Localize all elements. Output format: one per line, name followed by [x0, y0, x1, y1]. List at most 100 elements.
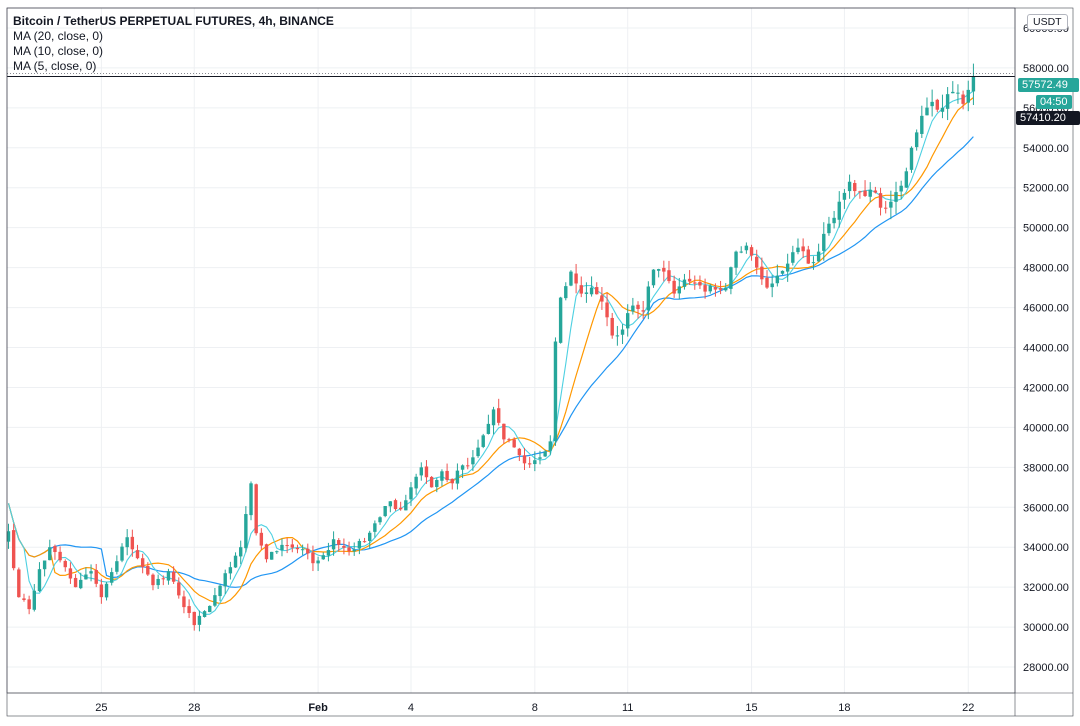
candle[interactable]: [63, 559, 67, 572]
candle[interactable]: [724, 283, 728, 292]
candle[interactable]: [564, 282, 568, 301]
candle[interactable]: [290, 538, 294, 553]
candle[interactable]: [182, 590, 186, 614]
candle[interactable]: [435, 478, 439, 493]
candle[interactable]: [445, 463, 449, 483]
candle[interactable]: [161, 575, 165, 586]
candle[interactable]: [749, 244, 754, 261]
candle[interactable]: [971, 63, 976, 106]
candle[interactable]: [295, 544, 300, 554]
candle[interactable]: [894, 181, 898, 214]
candle[interactable]: [610, 312, 614, 339]
candle[interactable]: [316, 556, 320, 571]
candle[interactable]: [213, 587, 217, 608]
candle[interactable]: [368, 530, 372, 549]
candle[interactable]: [17, 567, 21, 598]
candle[interactable]: [481, 433, 485, 449]
candle[interactable]: [718, 280, 723, 295]
candle[interactable]: [218, 584, 222, 602]
candle[interactable]: [863, 180, 867, 198]
candle[interactable]: [378, 516, 382, 525]
candle[interactable]: [404, 494, 408, 511]
candle[interactable]: [280, 538, 284, 557]
candle[interactable]: [780, 270, 785, 275]
candle[interactable]: [300, 544, 305, 556]
candle[interactable]: [765, 270, 769, 289]
candle[interactable]: [682, 273, 687, 290]
candle[interactable]: [744, 242, 749, 254]
candle[interactable]: [58, 546, 62, 563]
candle[interactable]: [208, 605, 212, 613]
candle[interactable]: [600, 287, 604, 310]
candle[interactable]: [342, 538, 346, 555]
candle[interactable]: [543, 449, 547, 458]
candle[interactable]: [264, 543, 269, 563]
candle[interactable]: [904, 167, 909, 188]
candle[interactable]: [858, 190, 862, 199]
candle[interactable]: [275, 550, 279, 555]
candle[interactable]: [899, 180, 903, 200]
candle[interactable]: [450, 478, 454, 490]
candle[interactable]: [223, 569, 227, 595]
candle[interactable]: [187, 599, 191, 619]
candle[interactable]: [698, 275, 702, 290]
candle[interactable]: [785, 253, 790, 282]
candle[interactable]: [311, 545, 315, 572]
candle[interactable]: [146, 562, 150, 577]
candle[interactable]: [6, 523, 11, 549]
candle[interactable]: [424, 460, 429, 484]
candle[interactable]: [755, 249, 759, 275]
candle[interactable]: [120, 543, 124, 563]
candle[interactable]: [646, 281, 651, 320]
candle[interactable]: [202, 610, 207, 618]
candle[interactable]: [388, 501, 393, 513]
ma10-series[interactable]: [7, 97, 974, 605]
candle[interactable]: [656, 268, 661, 278]
candle[interactable]: [254, 483, 258, 536]
candle[interactable]: [558, 296, 563, 344]
candle[interactable]: [259, 528, 264, 550]
candle[interactable]: [94, 563, 98, 588]
candle[interactable]: [620, 324, 625, 345]
candle[interactable]: [801, 238, 805, 259]
candle[interactable]: [306, 543, 310, 560]
candle[interactable]: [177, 577, 181, 599]
candle[interactable]: [842, 189, 847, 209]
candle[interactable]: [884, 201, 888, 214]
ma10-legend[interactable]: MA (10, close, 0): [13, 44, 104, 58]
candle[interactable]: [414, 473, 418, 495]
candle[interactable]: [507, 437, 511, 443]
candle[interactable]: [703, 278, 707, 299]
candle[interactable]: [166, 568, 171, 585]
candle[interactable]: [115, 555, 119, 575]
candle[interactable]: [89, 564, 93, 582]
candle[interactable]: [192, 611, 196, 631]
candle[interactable]: [822, 222, 826, 261]
candle[interactable]: [693, 275, 697, 290]
candle[interactable]: [940, 94, 945, 119]
candle[interactable]: [352, 542, 356, 556]
candle[interactable]: [739, 246, 743, 254]
candle[interactable]: [677, 277, 681, 300]
candle[interactable]: [130, 529, 135, 557]
candle[interactable]: [878, 187, 883, 216]
candle[interactable]: [909, 146, 914, 173]
candle[interactable]: [491, 406, 496, 435]
candle[interactable]: [527, 456, 532, 468]
candle[interactable]: [579, 276, 583, 298]
candle[interactable]: [249, 481, 253, 521]
candle[interactable]: [440, 469, 444, 487]
candle[interactable]: [419, 462, 423, 481]
ma20-legend[interactable]: MA (20, close, 0): [13, 29, 104, 43]
candle[interactable]: [135, 544, 140, 560]
candle[interactable]: [626, 304, 630, 337]
candle[interactable]: [110, 567, 114, 586]
candle[interactable]: [68, 562, 73, 584]
candle[interactable]: [398, 501, 403, 511]
candle[interactable]: [533, 451, 537, 472]
candle[interactable]: [455, 463, 460, 490]
candle[interactable]: [914, 129, 919, 151]
candle[interactable]: [651, 269, 656, 288]
